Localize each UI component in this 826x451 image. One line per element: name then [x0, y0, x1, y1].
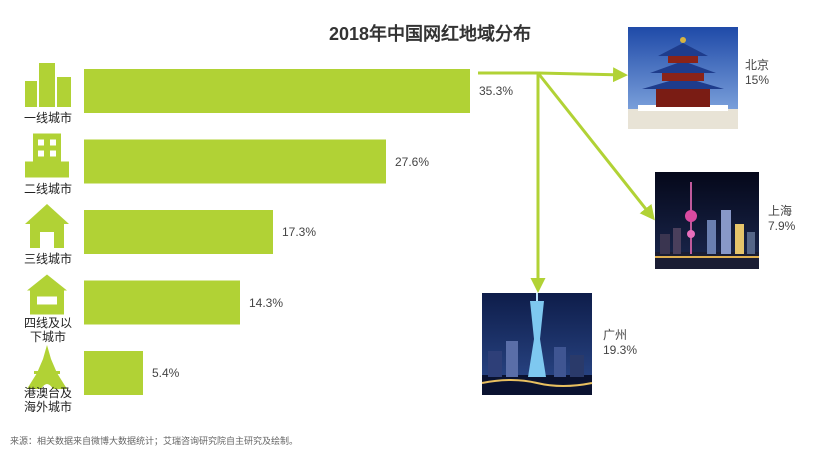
category-label: 二线城市	[23, 181, 72, 196]
tower-icon	[27, 345, 67, 389]
category-label: 港澳台及 海外城市	[23, 386, 72, 414]
arrow-to-beijing	[537, 67, 628, 83]
shanghai-card: 上海 7.9%	[768, 204, 795, 234]
guangzhou-card: 广州 19.3%	[603, 328, 637, 358]
value-label: 5.4%	[152, 366, 180, 380]
guangzhou-share-label: 19.3%	[603, 343, 638, 357]
bar	[84, 280, 240, 325]
bar	[84, 210, 273, 254]
shanghai-skyline-photo	[655, 172, 759, 269]
value-label: 35.3%	[479, 84, 514, 98]
shanghai-share-label: 7.9%	[768, 219, 796, 233]
chart-title: 2018年中国网红地域分布	[328, 24, 532, 44]
bar	[84, 139, 386, 184]
small-house-icon	[27, 274, 67, 315]
arrow-to-shanghai	[536, 72, 655, 221]
beijing-share-label: 15%	[745, 73, 770, 87]
category-label: 三线城市	[23, 252, 72, 266]
value-label: 17.3%	[282, 225, 317, 239]
house-icon	[25, 204, 69, 248]
guangzhou-city-name: 广州	[603, 328, 628, 342]
building-icon	[25, 133, 69, 178]
value-label: 27.6%	[395, 154, 430, 169]
office-buildings-icon	[25, 63, 71, 107]
source-note: 来源：相关数据来自微博大数据统计；艾瑞咨询研究院自主研究及绘制。	[10, 436, 299, 446]
temple-of-heaven-photo	[628, 27, 738, 129]
category-label: 四线及以 下城市	[23, 315, 72, 344]
value-label: 14.3%	[249, 295, 284, 310]
category-label: 一线城市	[23, 111, 72, 125]
bar	[84, 69, 470, 113]
shanghai-city-name: 上海	[768, 204, 793, 218]
canton-tower-photo	[481, 293, 593, 395]
beijing-city-name: 北京	[745, 58, 770, 72]
connector-arrows	[478, 67, 655, 293]
bar	[84, 351, 143, 395]
beijing-card: 北京 15%	[745, 58, 769, 88]
